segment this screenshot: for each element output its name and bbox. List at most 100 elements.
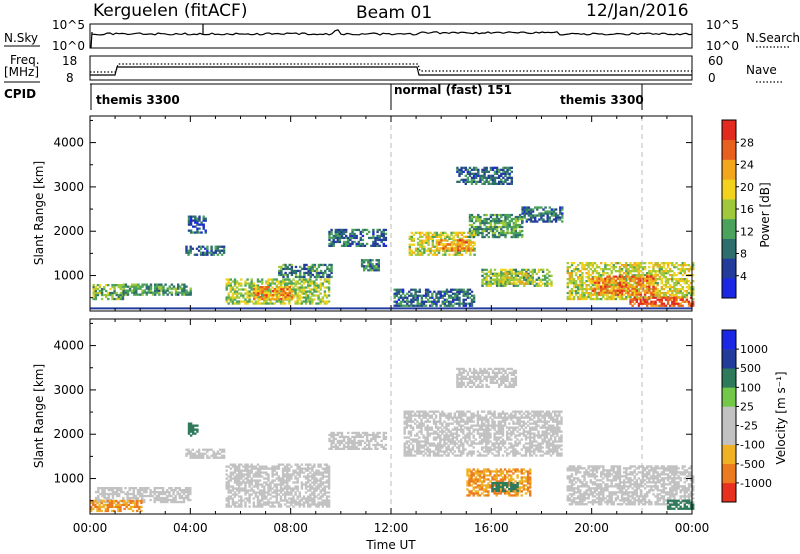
- power-cell: [439, 231, 443, 234]
- power-cell: [483, 166, 486, 169]
- velocity-cell: [418, 416, 421, 419]
- velocity-cell: [187, 430, 191, 433]
- velocity-cell: [206, 448, 209, 451]
- power-cell: [444, 253, 447, 256]
- power-cell: [521, 270, 524, 273]
- velocity-cell: [109, 492, 112, 496]
- power-cell: [242, 300, 245, 303]
- velocity-cell: [252, 491, 255, 494]
- velocity-cell: [277, 489, 281, 492]
- power-cell: [452, 300, 455, 303]
- power-cell: [566, 278, 569, 281]
- power-cell: [483, 176, 486, 179]
- power-cell: [512, 229, 516, 233]
- power-cell: [259, 297, 262, 301]
- power-cell: [174, 289, 178, 292]
- power-cell: [602, 278, 605, 281]
- power-cell: [261, 278, 264, 281]
- velocity-cell: [238, 487, 241, 490]
- power-cell: [460, 172, 463, 175]
- power-cell: [533, 268, 536, 271]
- power-cell: [500, 180, 503, 183]
- power-cell: [529, 274, 532, 277]
- velocity-cell: [307, 473, 310, 476]
- power-cell: [336, 228, 340, 232]
- power-cell: [443, 304, 447, 307]
- power-cell: [660, 298, 663, 301]
- power-cell: [585, 276, 588, 279]
- power-cell: [554, 220, 558, 223]
- velocity-cell: [246, 477, 249, 480]
- velocity-cell: [424, 438, 427, 441]
- power-cell: [637, 288, 641, 291]
- power-cell: [512, 235, 516, 239]
- power-cell: [633, 266, 636, 269]
- velocity-cell: [294, 469, 297, 472]
- power-cell: [458, 180, 461, 183]
- power-cell: [612, 266, 615, 269]
- power-cell: [298, 302, 301, 305]
- velocity-cell: [242, 473, 245, 476]
- power-cell: [469, 251, 472, 254]
- velocity-cell: [340, 431, 344, 435]
- power-cell: [273, 294, 276, 297]
- power-cell: [677, 291, 680, 295]
- power-cell: [319, 298, 322, 301]
- power-cell: [546, 216, 549, 219]
- power-cell: [240, 294, 243, 297]
- velocity-cell: [242, 489, 245, 492]
- velocity-cell: [206, 456, 209, 459]
- power-cell: [516, 272, 520, 275]
- velocity-cell: [263, 485, 266, 488]
- power-cell: [681, 278, 684, 281]
- power-cell: [550, 208, 554, 211]
- power-cell: [506, 168, 509, 171]
- velocity-cell: [353, 447, 356, 450]
- power-cell: [683, 268, 686, 271]
- velocity-cell: [273, 495, 276, 498]
- power-cell: [568, 295, 572, 299]
- power-cell: [319, 271, 323, 275]
- power-cell: [561, 214, 564, 217]
- power-cell: [189, 251, 192, 254]
- power-cell: [124, 291, 128, 294]
- velocity-cell: [256, 497, 260, 500]
- velocity-cell: [258, 475, 262, 478]
- power-cell: [267, 295, 271, 299]
- power-cell: [470, 217, 474, 221]
- power-cell: [623, 277, 626, 280]
- velocity-cell: [368, 443, 371, 447]
- power-cell: [685, 278, 689, 281]
- velocity-cell: [103, 496, 106, 500]
- velocity-cell: [420, 422, 423, 425]
- power-cell: [587, 266, 590, 269]
- power-cell: [493, 278, 497, 281]
- velocity-cell: [296, 503, 299, 506]
- velocity-cell: [342, 437, 346, 441]
- power-cell: [280, 293, 283, 297]
- power-cell: [675, 278, 678, 281]
- power-cell: [275, 280, 278, 283]
- power-cell: [675, 266, 678, 269]
- velocity-cell: [111, 496, 115, 500]
- power-cell: [595, 284, 599, 287]
- velocity-cell: [334, 443, 337, 447]
- velocity-cell: [403, 448, 406, 451]
- power-cell: [279, 280, 283, 283]
- velocity-cell: [428, 450, 431, 453]
- power-cell: [299, 275, 302, 279]
- velocity-cell: [149, 489, 152, 492]
- power-cell: [518, 233, 522, 237]
- velocity-cell: [372, 431, 375, 435]
- velocity-cell: [420, 432, 423, 435]
- power-cell: [286, 295, 289, 299]
- power-cell: [542, 212, 545, 215]
- velocity-cell: [426, 450, 429, 453]
- power-cell: [671, 302, 674, 305]
- velocity-cell: [422, 410, 425, 413]
- velocity-cell: [420, 428, 423, 431]
- power-cell: [506, 223, 509, 227]
- power-cell: [641, 289, 645, 292]
- power-cell: [250, 282, 253, 285]
- power-cell: [105, 293, 108, 297]
